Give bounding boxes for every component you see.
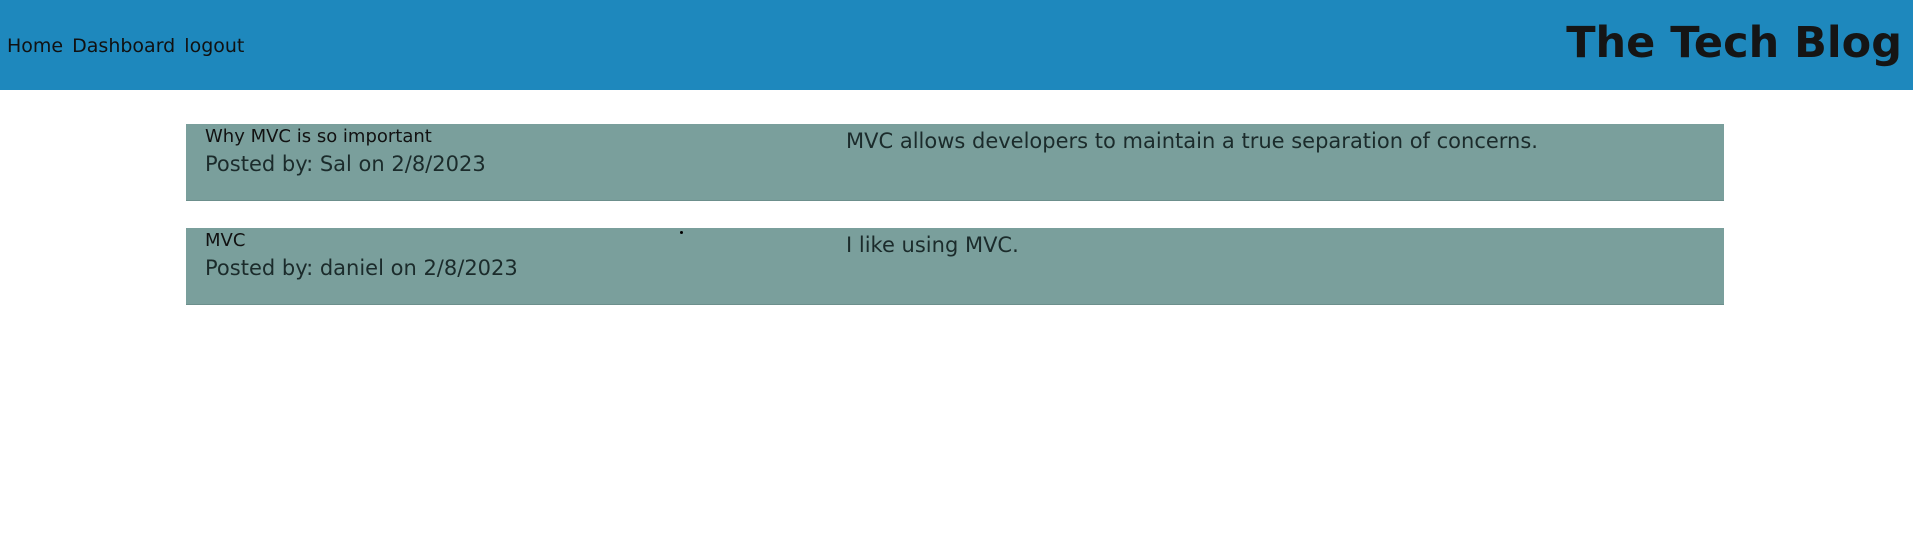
post-content: MVC allows developers to maintain a true… [846,129,1538,153]
post-meta: Posted by: daniel on 2/8/2023 [205,256,518,280]
nav-dashboard-link[interactable]: Dashboard [72,35,176,57]
main-navigation: Home Dashboard logout [7,33,247,59]
cursor-dot [680,231,683,234]
post-card[interactable]: Why MVC is so important Posted by: Sal o… [186,124,1724,201]
post-card[interactable]: MVC Posted by: daniel on 2/8/2023 I like… [186,228,1724,305]
post-title[interactable]: Why MVC is so important [205,126,432,147]
site-title: The Tech Blog [1566,18,1902,68]
site-header: Home Dashboard logout The Tech Blog [0,0,1913,90]
nav-home-link[interactable]: Home [7,35,64,57]
post-content: I like using MVC. [846,233,1019,257]
post-title[interactable]: MVC [205,230,246,251]
nav-logout-link[interactable]: logout [184,35,245,57]
post-meta: Posted by: Sal on 2/8/2023 [205,152,486,176]
